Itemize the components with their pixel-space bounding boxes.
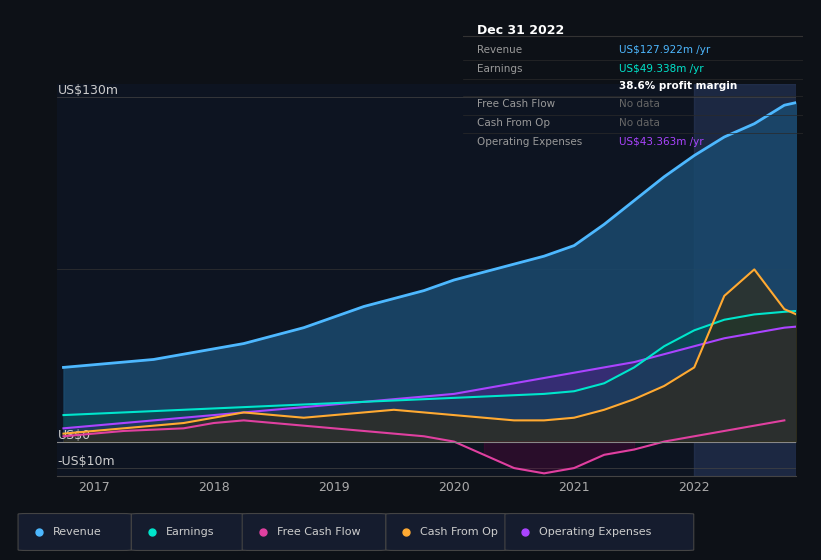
Text: Revenue: Revenue xyxy=(53,527,101,537)
FancyBboxPatch shape xyxy=(242,514,386,550)
FancyBboxPatch shape xyxy=(386,514,509,550)
Text: Operating Expenses: Operating Expenses xyxy=(539,527,652,537)
FancyBboxPatch shape xyxy=(18,514,131,550)
Text: US$127.922m /yr: US$127.922m /yr xyxy=(619,45,711,55)
Text: Free Cash Flow: Free Cash Flow xyxy=(277,527,360,537)
Text: No data: No data xyxy=(619,118,660,128)
FancyBboxPatch shape xyxy=(131,514,245,550)
Text: US$130m: US$130m xyxy=(57,84,118,97)
Text: Free Cash Flow: Free Cash Flow xyxy=(477,100,555,109)
Text: Revenue: Revenue xyxy=(477,45,521,55)
Text: US$43.363m /yr: US$43.363m /yr xyxy=(619,137,704,147)
Text: Earnings: Earnings xyxy=(477,64,522,74)
Text: US$49.338m /yr: US$49.338m /yr xyxy=(619,64,704,74)
Text: No data: No data xyxy=(619,100,660,109)
FancyBboxPatch shape xyxy=(505,514,694,550)
Text: -US$10m: -US$10m xyxy=(57,455,115,468)
Text: Operating Expenses: Operating Expenses xyxy=(477,137,582,147)
Text: US$0: US$0 xyxy=(57,428,90,442)
Text: Earnings: Earnings xyxy=(166,527,214,537)
Bar xyxy=(695,84,796,476)
Text: Cash From Op: Cash From Op xyxy=(420,527,498,537)
Text: Cash From Op: Cash From Op xyxy=(477,118,549,128)
Text: Dec 31 2022: Dec 31 2022 xyxy=(477,24,564,37)
Text: 38.6% profit margin: 38.6% profit margin xyxy=(619,81,737,91)
